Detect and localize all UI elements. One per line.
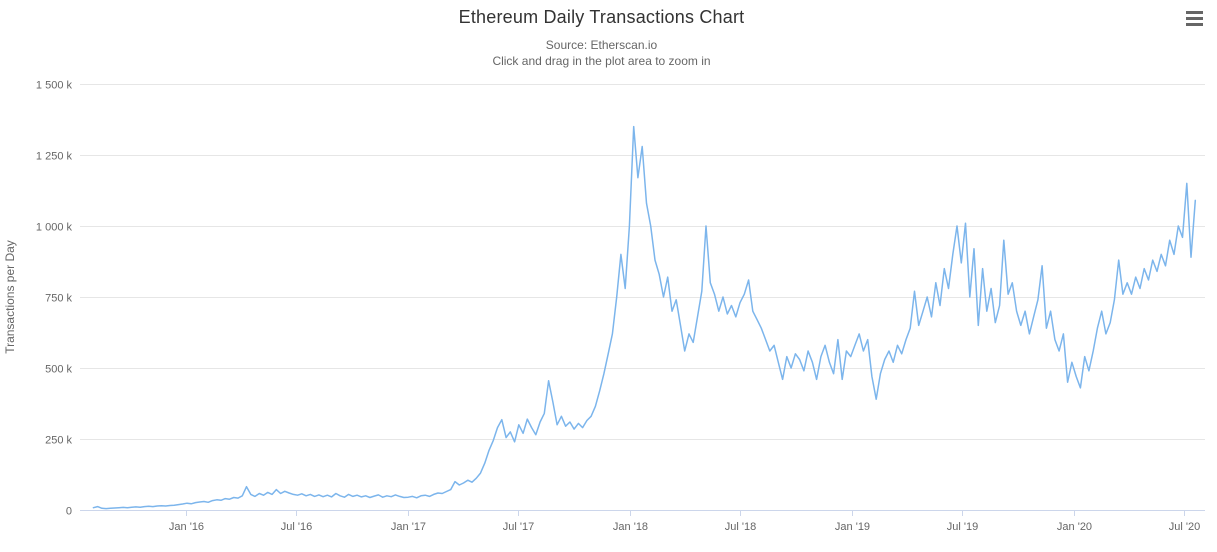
x-axis-tick-label: Jan '18 xyxy=(613,521,648,533)
y-axis-tick-label: 750 k xyxy=(45,293,72,305)
y-axis-tick-label: 500 k xyxy=(45,364,72,376)
chart-title: Ethereum Daily Transactions Chart xyxy=(458,7,745,27)
y-axis-tick-label: 1 000 k xyxy=(36,222,73,234)
y-axis-tick-label: 250 k xyxy=(45,435,72,447)
hamburger-icon xyxy=(1185,8,1203,29)
y-axis-title: Transactions per Day xyxy=(3,240,17,354)
x-axis-tick-label: Jan '16 xyxy=(169,521,204,533)
x-axis-tick-label: Jul '20 xyxy=(1169,521,1200,533)
x-axis-tick-label: Jan '19 xyxy=(835,521,870,533)
x-axis-tick-label: Jul '18 xyxy=(725,521,756,533)
x-axis-tick-label: Jan '20 xyxy=(1057,521,1092,533)
y-axis-tick-label: 1 250 k xyxy=(36,151,73,163)
chart-subtitle-hint: Click and drag in the plot area to zoom … xyxy=(492,54,711,68)
y-axis-tick-label: 0 xyxy=(66,506,72,518)
y-axis-tick-label: 1 500 k xyxy=(36,80,73,92)
chart-subtitle-source: Source: Etherscan.io xyxy=(545,38,658,52)
x-axis-tick-label: Jan '17 xyxy=(391,521,426,533)
x-axis-tick-label: Jul '17 xyxy=(503,521,534,533)
x-axis-tick-label: Jul '19 xyxy=(947,521,978,533)
x-axis-tick-label: Jul '16 xyxy=(281,521,312,533)
transactions-series-line xyxy=(92,125,1197,510)
chart-context-menu-button[interactable] xyxy=(1181,6,1207,30)
